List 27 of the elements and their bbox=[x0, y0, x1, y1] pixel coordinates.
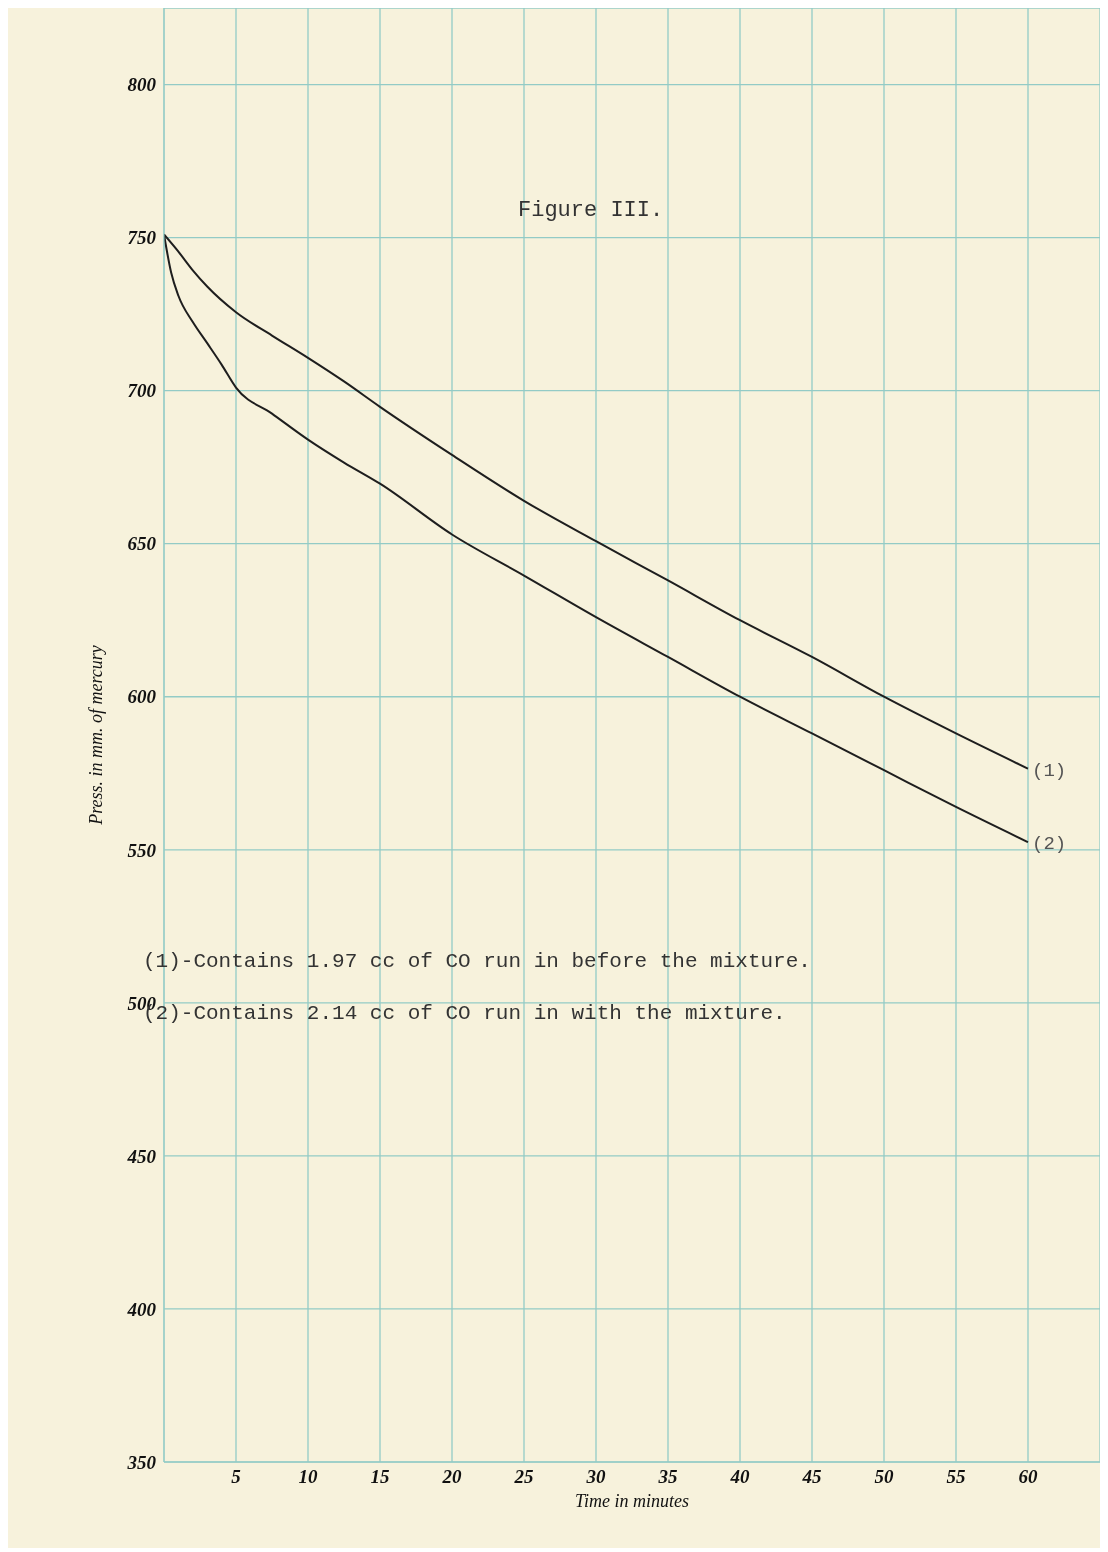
series-label: (2) bbox=[1032, 833, 1067, 856]
y-tick-label: 350 bbox=[126, 1451, 157, 1473]
y-tick-label: 400 bbox=[126, 1298, 157, 1320]
x-tick-label: 50 bbox=[874, 1466, 894, 1488]
x-tick-label: 55 bbox=[946, 1466, 966, 1488]
series-label: (1) bbox=[1032, 759, 1067, 782]
x-tick-label: 60 bbox=[1018, 1466, 1038, 1488]
x-tick-label: 20 bbox=[441, 1466, 462, 1488]
y-tick-label: 450 bbox=[126, 1145, 157, 1167]
y-tick-label: 700 bbox=[127, 380, 157, 402]
annotation: (1)-Contains 1.97 cc of CO run in before the mixture. bbox=[143, 950, 811, 973]
y-tick-label: 800 bbox=[127, 74, 157, 96]
x-tick-label: 40 bbox=[729, 1466, 750, 1488]
y-tick-label: 600 bbox=[127, 686, 157, 708]
x-axis-title: Time in minutes bbox=[574, 1491, 690, 1511]
y-tick-label: 550 bbox=[127, 839, 157, 861]
x-tick-label: 5 bbox=[231, 1466, 242, 1488]
x-tick-label: 15 bbox=[370, 1466, 390, 1488]
y-tick-label: 750 bbox=[127, 227, 157, 249]
x-tick-label: 25 bbox=[513, 1466, 534, 1488]
y-axis-title: Press. in mm. of mercury bbox=[86, 645, 107, 826]
x-tick-label: 10 bbox=[298, 1466, 318, 1488]
text: Figure III. bbox=[518, 198, 664, 223]
x-tick-label: 45 bbox=[801, 1466, 822, 1488]
x-tick-label: 35 bbox=[657, 1466, 678, 1488]
y-tick-label: 650 bbox=[127, 533, 157, 555]
x-tick-label: 30 bbox=[585, 1466, 606, 1488]
